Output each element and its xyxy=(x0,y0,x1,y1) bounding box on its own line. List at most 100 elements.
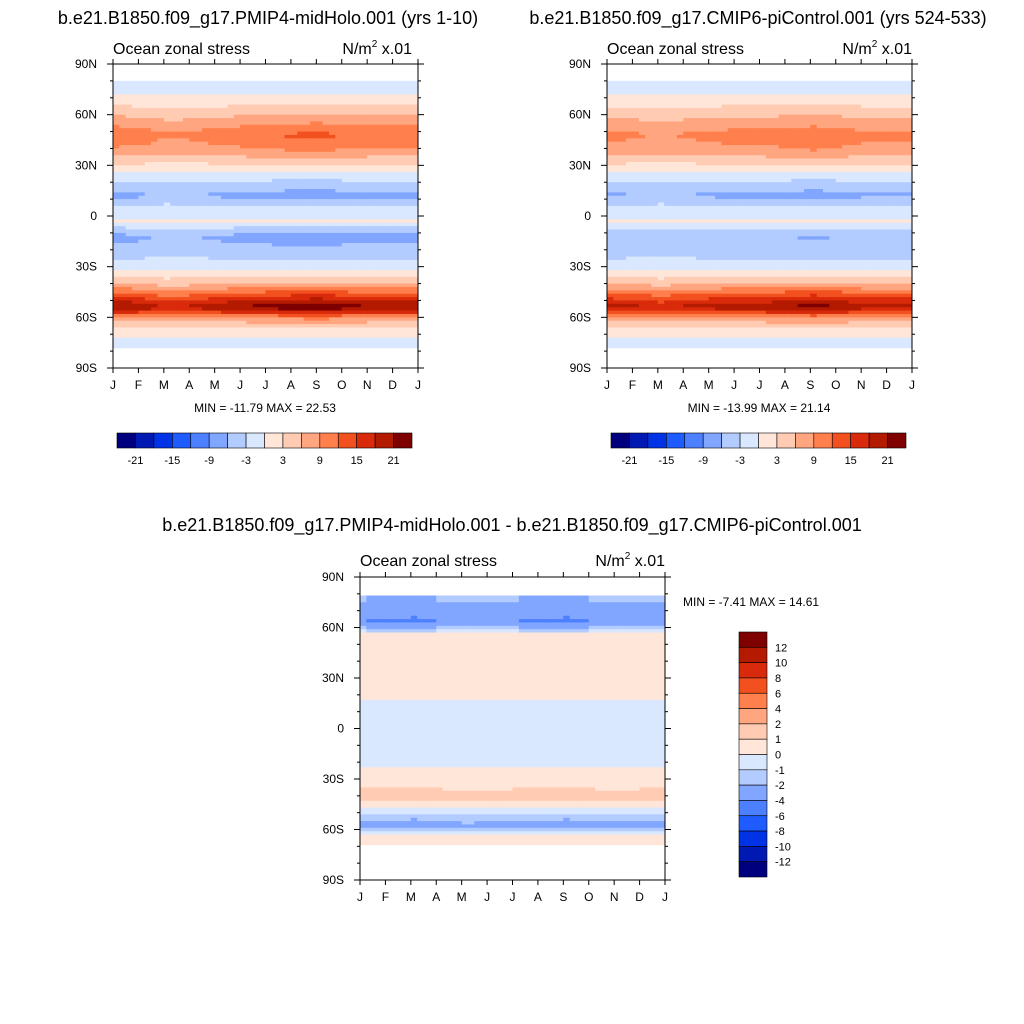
contour-cell xyxy=(189,327,197,332)
contour-cell xyxy=(170,111,178,116)
contour-cell xyxy=(657,310,665,315)
contour-cell xyxy=(398,155,406,160)
contour-cell xyxy=(360,229,368,234)
contour-cell xyxy=(246,337,254,342)
contour-cell xyxy=(119,188,127,193)
contour-cell xyxy=(405,232,413,237)
contour-cell xyxy=(170,263,178,268)
contour-cell xyxy=(113,337,120,342)
contour-cell xyxy=(297,145,305,149)
contour-cell xyxy=(290,300,298,305)
contour-cell xyxy=(683,205,691,210)
contour-cell xyxy=(354,297,362,301)
contour-cell xyxy=(638,104,646,109)
contour-cell xyxy=(683,134,691,139)
contour-cell xyxy=(398,219,406,224)
contour-cell xyxy=(297,324,305,328)
contour-cell xyxy=(670,192,678,197)
contour-cell xyxy=(613,340,621,345)
contour-cell xyxy=(348,158,355,163)
contour-cell xyxy=(341,263,349,268)
contour-cell xyxy=(246,290,254,295)
contour-cell xyxy=(367,188,375,193)
contour-cell xyxy=(348,290,355,295)
contour-cell xyxy=(411,145,419,149)
contour-cell xyxy=(645,330,652,335)
contour-cell xyxy=(398,256,406,261)
contour-cell xyxy=(405,276,413,281)
contour-cell xyxy=(354,246,362,251)
contour-cell xyxy=(290,161,298,166)
contour-cell xyxy=(411,283,419,288)
contour-cell xyxy=(265,80,273,85)
contour-cell xyxy=(670,124,678,129)
contour-cell xyxy=(252,317,260,322)
contour-cell xyxy=(657,145,665,149)
contour-cell xyxy=(373,263,381,268)
contour-cell xyxy=(233,114,241,119)
contour-cell xyxy=(221,155,228,160)
contour-cell xyxy=(613,266,621,271)
contour-cell xyxy=(411,232,419,237)
contour-cell xyxy=(278,145,286,149)
contour-cell xyxy=(119,297,127,301)
contour-cell xyxy=(227,340,235,345)
contour-cell xyxy=(201,134,209,139)
contour-cell xyxy=(201,303,209,308)
contour-cell xyxy=(354,172,362,176)
contour-cell xyxy=(379,344,387,349)
contour-cell xyxy=(119,232,127,237)
contour-cell xyxy=(373,178,381,183)
contour-cell xyxy=(316,168,324,173)
contour-cell xyxy=(392,259,400,264)
contour-cell xyxy=(632,138,640,143)
contour-cell xyxy=(227,161,235,166)
contour-cell xyxy=(386,340,394,345)
contour-cell xyxy=(322,172,330,176)
contour-cell xyxy=(373,216,381,220)
contour-cell xyxy=(664,84,672,89)
contour-cell xyxy=(683,182,691,187)
contour-cell xyxy=(329,141,336,146)
contour-cell xyxy=(151,320,158,325)
contour-cell xyxy=(670,151,678,156)
contour-cell xyxy=(132,290,139,295)
contour-cell xyxy=(138,340,146,345)
contour-cell xyxy=(373,310,381,315)
contour-cell xyxy=(309,145,317,149)
contour-cell xyxy=(632,216,640,220)
contour-cell xyxy=(379,111,387,116)
contour-cell xyxy=(189,307,197,312)
contour-cell xyxy=(221,340,228,345)
contour-cell xyxy=(657,165,665,170)
contour-cell xyxy=(689,185,697,190)
contour-cell xyxy=(676,161,684,166)
contour-cell xyxy=(227,249,235,254)
contour-cell xyxy=(125,270,133,274)
contour-cell xyxy=(284,276,292,281)
contour-cell xyxy=(157,114,165,119)
contour-cell xyxy=(227,219,235,224)
contour-cell xyxy=(354,124,362,129)
contour-cell xyxy=(252,280,260,285)
contour-cell xyxy=(316,192,324,197)
contour-cell xyxy=(613,280,621,285)
contour-cell xyxy=(208,134,216,139)
contour-cell xyxy=(664,334,672,339)
contour-cell xyxy=(125,226,133,231)
contour-cell xyxy=(619,307,627,312)
contour-cell xyxy=(316,290,324,295)
contour-cell xyxy=(392,256,400,261)
contour-cell xyxy=(379,293,387,298)
contour-cell xyxy=(341,145,349,149)
contour-cell xyxy=(613,239,621,244)
contour-cell xyxy=(398,290,406,295)
contour-cell xyxy=(670,280,678,285)
contour-cell xyxy=(278,330,286,335)
contour-cell xyxy=(651,114,659,119)
contour-cell xyxy=(246,178,254,183)
contour-cell xyxy=(297,243,305,247)
contour-cell xyxy=(138,121,146,126)
contour-cell xyxy=(607,300,614,305)
